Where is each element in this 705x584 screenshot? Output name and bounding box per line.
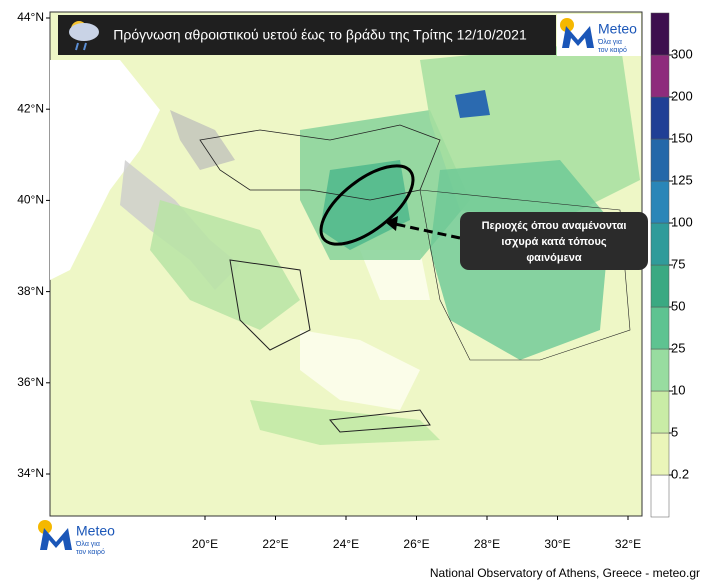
colorbar-label: 150 [671, 130, 693, 145]
logo-mark [40, 528, 72, 550]
lat-label: 44°N [17, 10, 44, 24]
colorbar-segment [650, 138, 670, 182]
lat-label: 40°N [17, 193, 44, 207]
lat-label: 42°N [17, 101, 44, 115]
lat-label: 36°N [17, 375, 44, 389]
colorbar-label: 25 [671, 340, 685, 355]
colorbar-segment [650, 54, 670, 98]
colorbar-segment [650, 12, 670, 56]
annotation-line: φαινόμενα [526, 252, 582, 264]
colorbar-segment [650, 180, 670, 224]
colorbar-label: 100 [671, 214, 693, 229]
annotation-box [460, 212, 648, 270]
logo-tagline: τον καιρό [76, 548, 105, 556]
colorbar-segment [650, 432, 670, 476]
colorbar-segment [650, 390, 670, 434]
lon-label: 24°E [333, 537, 359, 551]
colorbar-segment [650, 264, 670, 308]
colorbar-segment [650, 348, 670, 392]
annotation-arrow [394, 222, 461, 240]
colorbar-label: 300 [671, 46, 693, 61]
colorbar-segment [650, 306, 670, 350]
lon-label: 20°E [192, 537, 218, 551]
arrow-head [385, 216, 398, 231]
colorbar-label: 75 [671, 256, 685, 271]
colorbar-segment [650, 96, 670, 140]
colorbar-label: 50 [671, 298, 685, 313]
colorbar-label: 200 [671, 88, 693, 103]
lon-label: 28°E [474, 537, 500, 551]
colorbar-segment [650, 222, 670, 266]
colorbar-label: 0.2 [671, 466, 689, 481]
logo-name: Meteo [598, 21, 637, 37]
lon-label: 30°E [544, 537, 570, 551]
lat-label: 34°N [17, 466, 44, 480]
colorbar-label: 10 [671, 382, 685, 397]
logo-tagline: τον καιρό [598, 46, 627, 54]
weather-icon [69, 21, 99, 51]
lon-label: 26°E [403, 537, 429, 551]
highlight-ellipse [319, 164, 415, 246]
colorbar-label: 125 [671, 172, 693, 187]
lon-label: 22°E [262, 537, 288, 551]
logo-tagline: Όλα για [75, 541, 100, 548]
annotation-line: Περιοχές όπου αναμένονται [482, 220, 627, 232]
logo-sun [38, 520, 52, 534]
colorbar-label: 5 [671, 424, 678, 439]
annotation-text: Περιοχές όπου αναμένονται ισχυρά κατά τόπ… [482, 220, 627, 264]
annotation-line: ισχυρά κατά τόπους [501, 236, 606, 248]
title: Πρόγνωση αθροιστικού υετού έως το βράδυ … [113, 27, 527, 43]
lat-label: 38°N [17, 284, 44, 298]
colorbar-segment [650, 474, 670, 518]
logo-tagline: Όλα για [597, 39, 622, 46]
logo-name: Meteo [76, 523, 115, 539]
credit: National Observatory of Athens, Greece -… [430, 566, 700, 580]
lon-label: 32°E [615, 537, 641, 551]
logo-sun [560, 18, 574, 32]
title-bar [58, 15, 556, 55]
logo-mark [562, 26, 594, 48]
